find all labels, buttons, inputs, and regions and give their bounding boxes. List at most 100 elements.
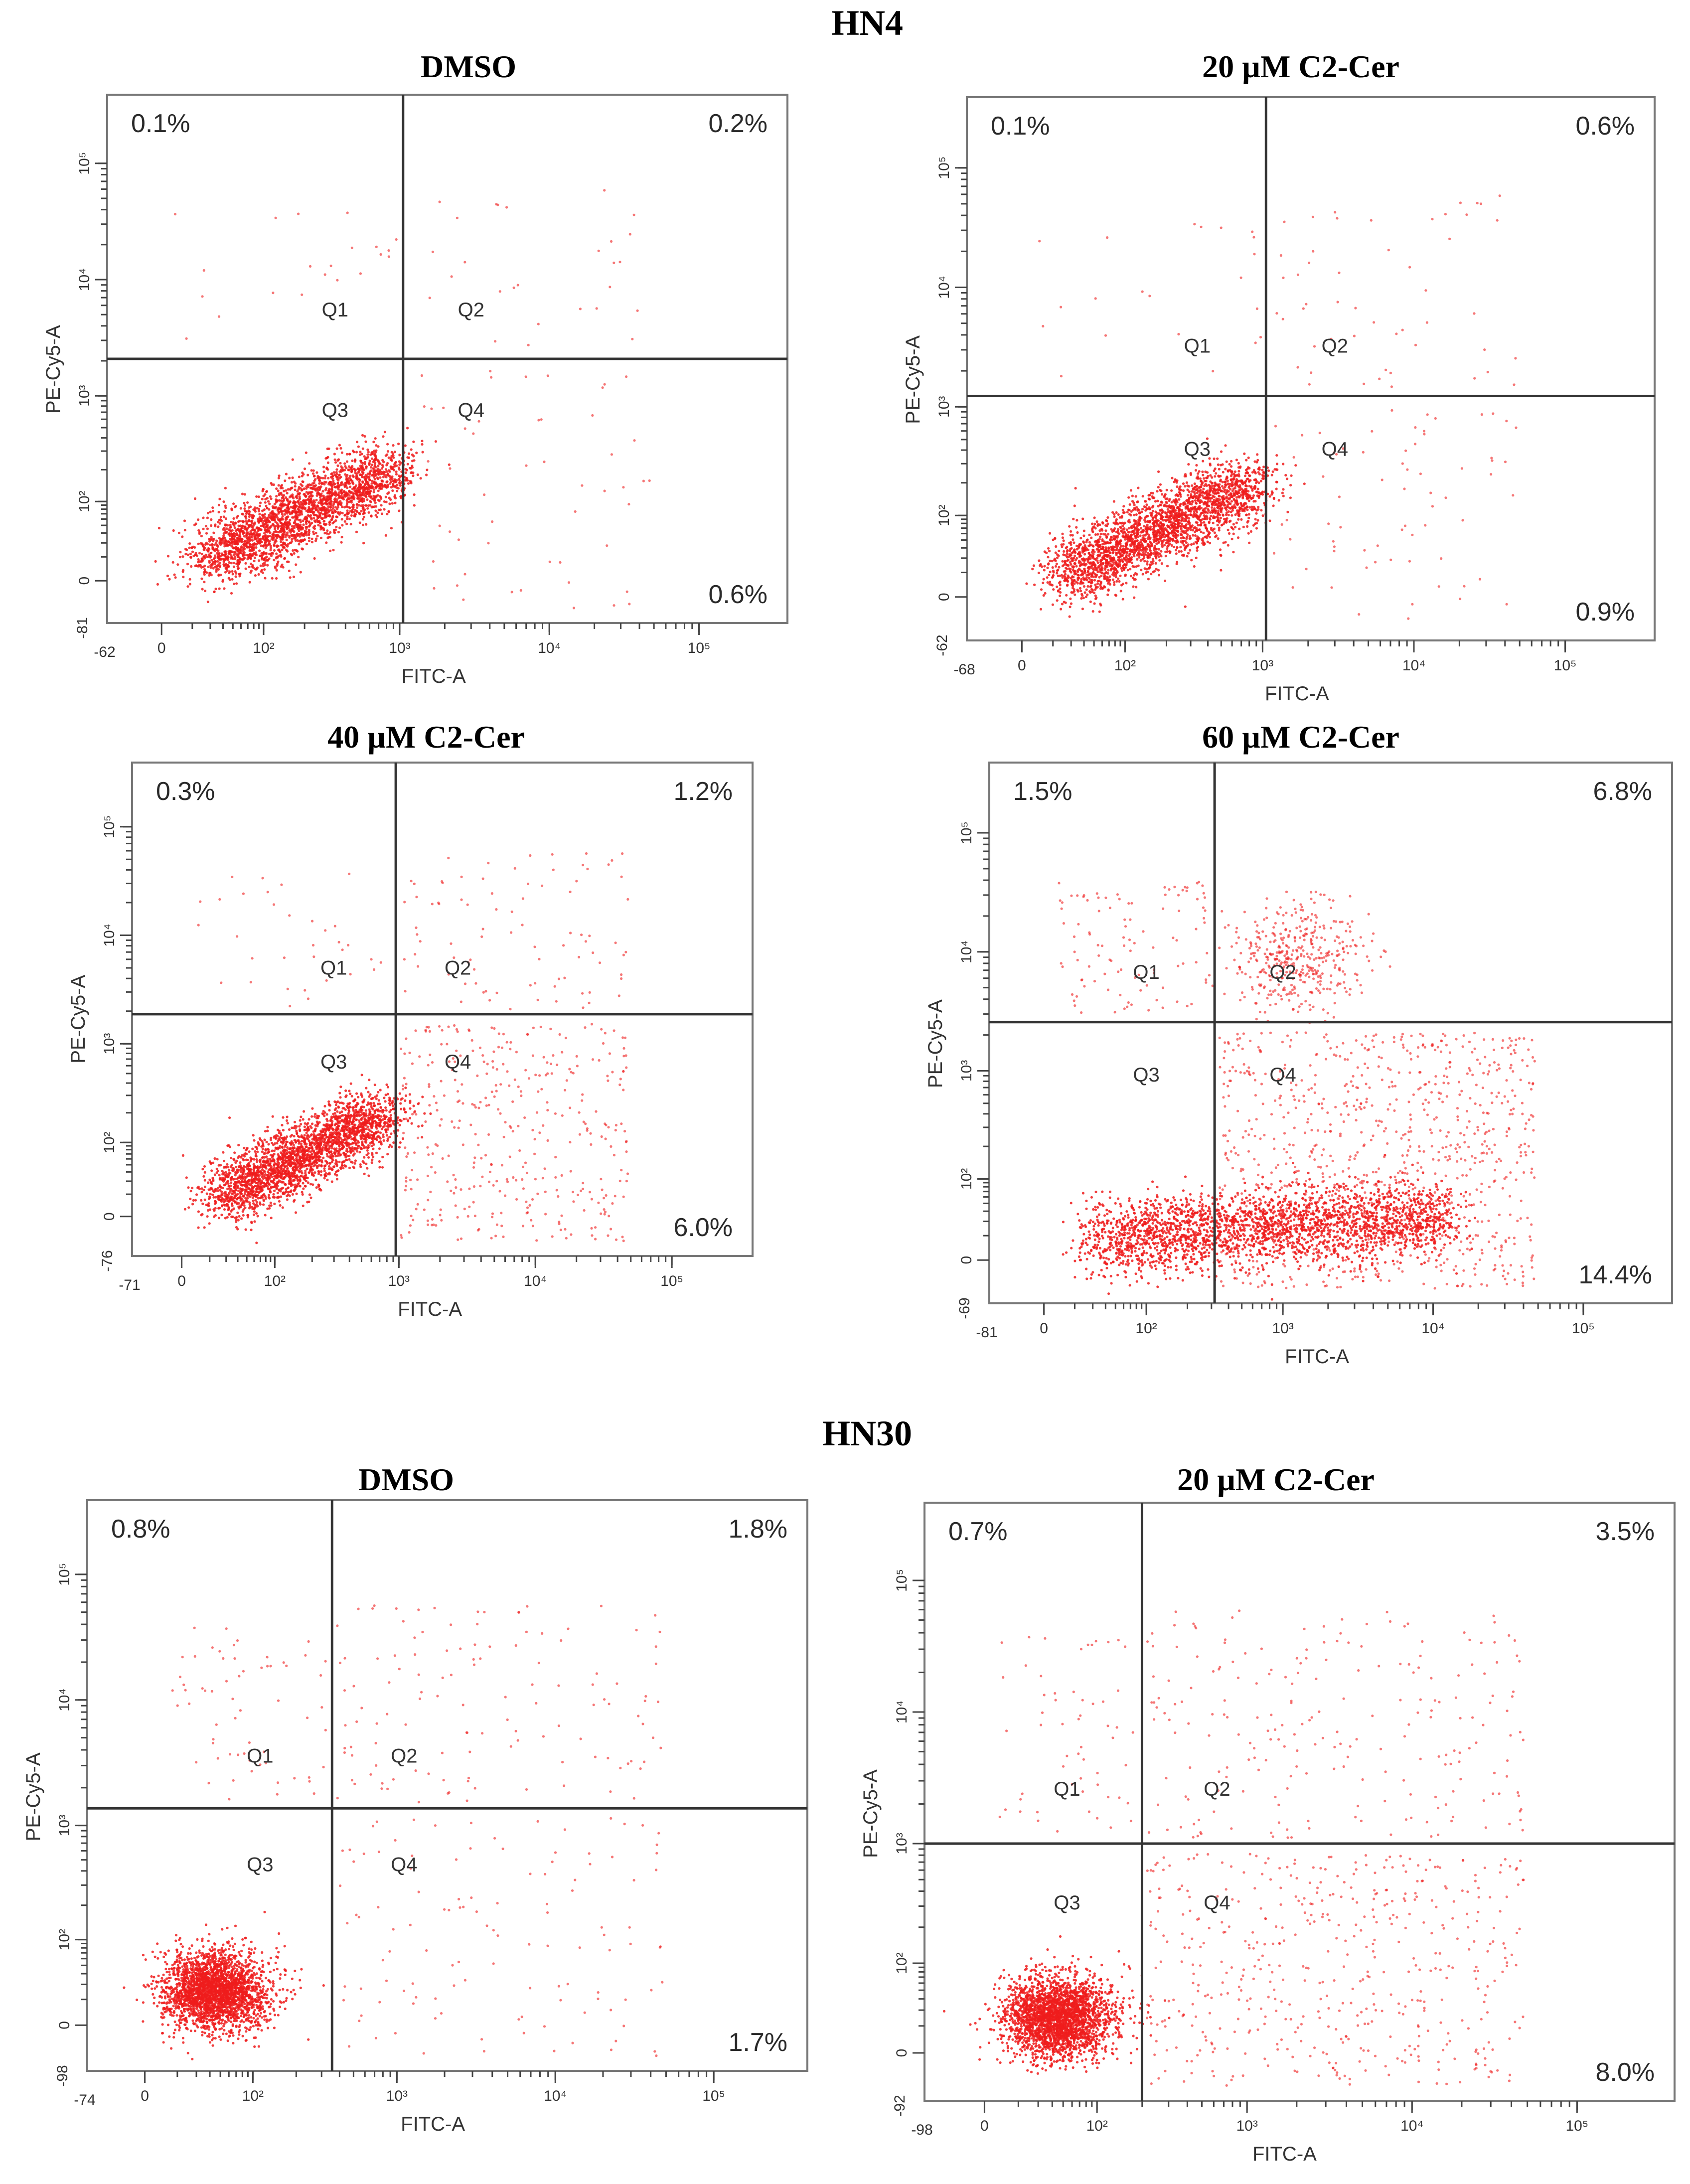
event-dot (1096, 561, 1099, 564)
event-dot (384, 468, 388, 471)
event-dot (213, 554, 217, 557)
event-dot (284, 503, 287, 506)
event-dot (320, 517, 324, 520)
event-dot (315, 498, 318, 502)
event-dot (1256, 487, 1259, 490)
event-dot (307, 536, 310, 539)
event-dot (211, 543, 214, 546)
event-dot (330, 508, 333, 511)
event-dot (263, 557, 266, 560)
event-dot (265, 552, 268, 555)
event-dot (1064, 570, 1067, 573)
event-dot (231, 578, 234, 581)
event-dot (1245, 513, 1248, 516)
event-dot (1151, 557, 1154, 561)
event-dot (302, 523, 305, 526)
event-dot (383, 471, 386, 474)
event-dot (1076, 589, 1079, 592)
event-dot (1187, 463, 1190, 466)
event-dot (275, 530, 278, 533)
event-dot (313, 557, 316, 560)
event-dot (243, 493, 246, 496)
event-dot (238, 549, 241, 552)
event-dot (320, 527, 324, 530)
event-dot (212, 567, 215, 570)
event-dot (286, 531, 289, 534)
event-dot (415, 452, 418, 455)
event-dot (326, 514, 329, 517)
event-dot (1213, 484, 1216, 487)
event-dot (270, 510, 274, 513)
event-dot (292, 575, 296, 578)
event-dot (379, 253, 382, 256)
event-dot (301, 548, 305, 551)
event-dot (393, 495, 396, 498)
event-dot (1130, 561, 1133, 564)
event-dot (603, 383, 606, 386)
event-dot (1129, 489, 1132, 492)
event-dot (276, 556, 279, 559)
event-dot (168, 578, 171, 581)
event-dot (333, 493, 336, 496)
event-dot (1182, 482, 1185, 485)
event-dot (197, 558, 200, 561)
event-dot (291, 458, 294, 461)
event-dot (296, 490, 299, 493)
event-dot (385, 464, 388, 467)
event-dot (379, 476, 382, 479)
event-dot (1100, 547, 1103, 550)
event-dot (257, 573, 260, 576)
event-dot (337, 531, 340, 534)
event-dot (1072, 517, 1075, 520)
event-dot (313, 527, 316, 530)
event-dot (376, 511, 379, 514)
event-dot (1114, 594, 1117, 597)
event-dot (1149, 519, 1152, 522)
event-dot (1129, 575, 1132, 578)
event-dot (1276, 468, 1279, 471)
event-dot (1046, 566, 1049, 569)
event-dot (1105, 571, 1108, 574)
event-dot (427, 460, 430, 463)
event-dot (256, 507, 259, 510)
event-dot (295, 513, 298, 516)
event-dot (351, 450, 354, 453)
event-dot (247, 554, 250, 557)
event-dot (368, 460, 371, 463)
event-dot (378, 462, 381, 465)
event-dot (1182, 489, 1185, 492)
event-dot (309, 514, 312, 517)
event-dot (632, 213, 635, 216)
event-dot (243, 535, 246, 538)
event-dot (1238, 506, 1241, 509)
event-dot (378, 499, 381, 502)
event-dot (1051, 603, 1054, 606)
event-dot (387, 491, 390, 494)
event-dot (223, 510, 226, 513)
event-dot (1104, 524, 1107, 527)
event-dot (1112, 537, 1115, 540)
event-dot (293, 506, 296, 510)
event-dot (1048, 550, 1051, 553)
event-dot (307, 520, 310, 523)
quadrant-name-q4: Q4 (458, 400, 484, 422)
event-dot (374, 501, 377, 504)
event-dot (353, 487, 356, 490)
event-dot (255, 546, 258, 549)
event-dot (1139, 527, 1143, 530)
event-dot (358, 482, 361, 485)
event-dot (214, 588, 217, 591)
event-dot (312, 481, 316, 484)
event-dot (337, 503, 340, 506)
event-dot (434, 440, 438, 443)
event-dot (314, 532, 317, 535)
event-dot (319, 476, 322, 479)
event-dot (1048, 573, 1051, 577)
event-dot (312, 517, 315, 520)
event-dot (374, 514, 377, 517)
event-dot (268, 508, 271, 511)
event-dot (380, 479, 383, 482)
event-dot (238, 519, 241, 523)
event-dot (363, 435, 366, 438)
event-dot (279, 553, 282, 556)
